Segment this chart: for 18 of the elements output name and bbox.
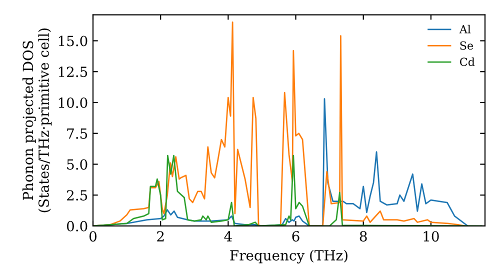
y-tick-label: 10.0 (58, 97, 88, 108)
y-tick-label: 12.5 (58, 66, 88, 78)
legend-label: Se (460, 41, 474, 50)
x-tick-label: 8 (360, 231, 367, 242)
x-tick-label: 0 (89, 231, 96, 242)
y-tick-label: 15.0 (58, 36, 88, 46)
y-tick-label: 0.0 (66, 220, 88, 232)
x-tick-label: 10 (424, 231, 439, 242)
x-tick-label: 4 (224, 231, 232, 242)
legend-label: Al (459, 24, 471, 34)
y-tick-label: 5.0 (67, 159, 88, 170)
y-axis-title: Phonon projected DOS (States/THz·primitive cell) (22, 28, 52, 212)
y-tick-label: 7.5 (67, 128, 88, 139)
legend-label: Cd (460, 57, 475, 66)
x-axis-title: Frequency (THz) (230, 250, 348, 264)
x-tick-label: 6 (292, 231, 300, 242)
x-tick-label: 2 (157, 231, 164, 242)
y-tick-label: 2.5 (66, 190, 88, 201)
